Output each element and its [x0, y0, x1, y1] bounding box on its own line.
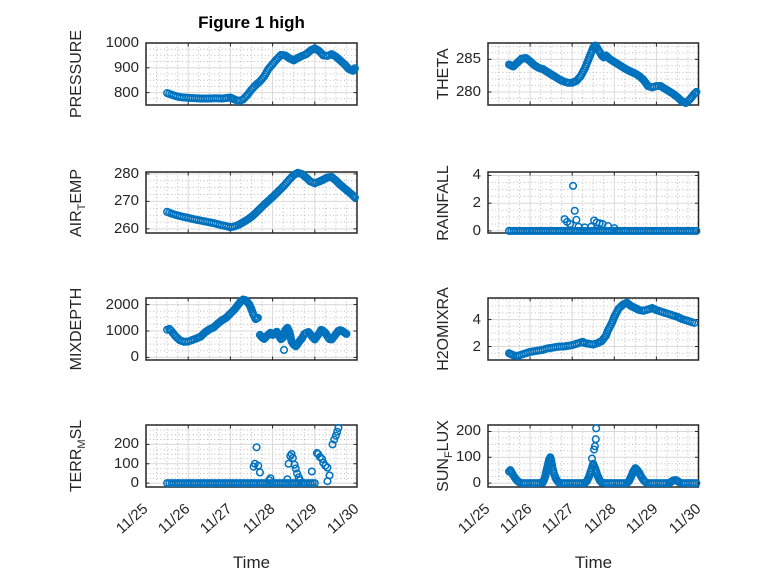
subplot-terr-msl — [145, 423, 358, 488]
figure-title: Figure 1 high — [198, 13, 305, 32]
xtick-label: 11/28 — [239, 500, 278, 538]
axes-box — [145, 297, 358, 361]
subplot-air-temp — [145, 168, 359, 234]
data-markers — [163, 44, 359, 106]
ytick-label-theta: 280 — [455, 82, 481, 100]
major-grid — [146, 425, 357, 487]
ytick-label-mixdepth: 1000 — [105, 321, 139, 339]
major-grid — [488, 298, 699, 360]
xtick-label: 11/25 — [112, 500, 152, 538]
xtick-label: 11/27 — [197, 500, 236, 538]
xtick-label: 11/28 — [581, 500, 620, 538]
minor-grid — [488, 298, 699, 361]
ytick-label-sun-flux: 100 — [455, 448, 481, 466]
axes-box — [145, 424, 358, 488]
ytick-label-terr-msl: 0 — [130, 474, 139, 492]
xtick-label: 11/29 — [281, 500, 321, 538]
subplot-pressure — [145, 42, 359, 106]
ytick-label-theta: 285 — [455, 50, 481, 68]
subplot-rainfall — [487, 171, 701, 235]
ytick-label-air-temp: 270 — [113, 192, 139, 210]
xtick-label: 11/30 — [665, 500, 704, 538]
xtick-label: 11/30 — [323, 500, 363, 538]
subplot-h2omixra — [487, 297, 700, 361]
data-markers — [505, 424, 701, 488]
xtick-label: 11/29 — [623, 500, 662, 538]
subplot-mixdepth — [145, 295, 358, 361]
axes-box — [145, 42, 358, 106]
subplot-sun-flux — [487, 424, 701, 488]
ytick-label-sun-flux: 0 — [472, 474, 481, 492]
xlabel-right: Time — [574, 553, 613, 572]
ytick-label-pressure: 900 — [113, 58, 139, 76]
ytick-label-mixdepth: 2000 — [105, 295, 139, 313]
xtick-label: 11/27 — [539, 500, 578, 538]
xlabel-left: Time — [232, 553, 271, 572]
ytick-label-h2omixra: 4 — [472, 310, 481, 328]
ytick-label-sun-flux: 200 — [455, 422, 481, 440]
axes-box — [145, 171, 358, 234]
subplot-theta — [487, 41, 701, 108]
ytick-label-rainfall: 4 — [472, 166, 481, 184]
ytick-label-rainfall: 2 — [472, 194, 481, 212]
ytick-label-pressure: 800 — [113, 83, 139, 101]
ytick-label-air-temp: 280 — [113, 164, 139, 182]
xtick-label: 11/26 — [496, 500, 536, 538]
axes-box — [487, 297, 700, 361]
data-markers — [505, 298, 699, 361]
ytick-label-rainfall: 0 — [472, 221, 481, 239]
ytick-label-pressure: 1000 — [105, 34, 139, 51]
major-grid — [146, 172, 357, 233]
minor-grid — [146, 424, 357, 487]
data-markers — [163, 423, 343, 488]
minor-grid — [488, 172, 699, 233]
ytick-label-h2omixra: 2 — [472, 337, 481, 355]
data-markers — [505, 41, 701, 108]
xtick-label: 11/26 — [155, 500, 194, 538]
ytick-label-terr-msl: 100 — [113, 454, 139, 472]
data-markers — [163, 295, 351, 355]
ylabel-terr-msl: TERRMSL — [68, 419, 88, 493]
ytick-label-mixdepth: 0 — [130, 348, 139, 366]
data-markers — [505, 181, 701, 235]
data-markers — [163, 168, 359, 232]
ytick-label-terr-msl: 200 — [113, 435, 139, 453]
ytick-label-air-temp: 260 — [113, 219, 139, 237]
